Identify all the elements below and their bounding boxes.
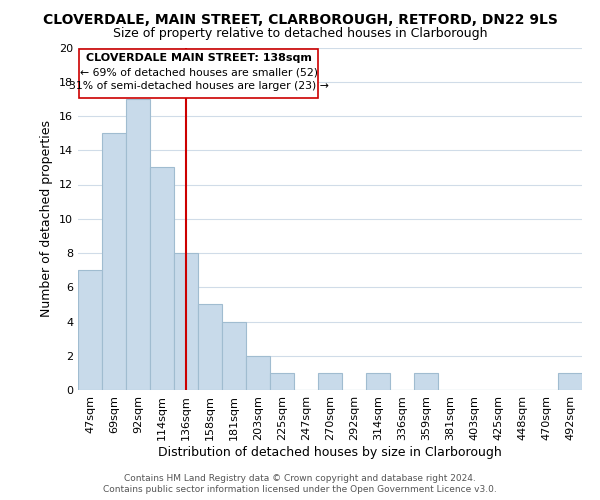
Y-axis label: Number of detached properties: Number of detached properties (40, 120, 53, 318)
Text: Contains HM Land Registry data © Crown copyright and database right 2024.
Contai: Contains HM Land Registry data © Crown c… (103, 474, 497, 494)
Text: ← 69% of detached houses are smaller (52): ← 69% of detached houses are smaller (52… (80, 67, 317, 77)
Text: CLOVERDALE MAIN STREET: 138sqm: CLOVERDALE MAIN STREET: 138sqm (86, 54, 311, 64)
Bar (558, 373, 582, 390)
Bar (414, 373, 438, 390)
Text: 31% of semi-detached houses are larger (23) →: 31% of semi-detached houses are larger (… (68, 81, 329, 91)
X-axis label: Distribution of detached houses by size in Clarborough: Distribution of detached houses by size … (158, 446, 502, 458)
Bar (126, 99, 150, 390)
Bar (270, 373, 294, 390)
Bar (78, 270, 102, 390)
Bar (246, 356, 270, 390)
Bar (102, 133, 126, 390)
Text: CLOVERDALE, MAIN STREET, CLARBOROUGH, RETFORD, DN22 9LS: CLOVERDALE, MAIN STREET, CLARBOROUGH, RE… (43, 12, 557, 26)
Bar (198, 304, 222, 390)
Bar (150, 168, 174, 390)
FancyBboxPatch shape (79, 49, 318, 98)
Bar (318, 373, 342, 390)
Bar (366, 373, 390, 390)
Bar (222, 322, 246, 390)
Bar (174, 253, 198, 390)
Text: Size of property relative to detached houses in Clarborough: Size of property relative to detached ho… (113, 28, 487, 40)
